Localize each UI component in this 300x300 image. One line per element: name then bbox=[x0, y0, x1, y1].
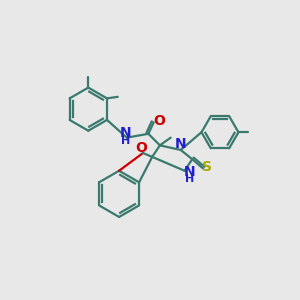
Text: H: H bbox=[184, 174, 194, 184]
Text: H: H bbox=[121, 136, 130, 146]
Text: O: O bbox=[153, 114, 165, 128]
Text: O: O bbox=[136, 141, 147, 155]
Text: S: S bbox=[202, 160, 212, 174]
Text: N: N bbox=[175, 137, 187, 151]
Text: N: N bbox=[183, 165, 195, 179]
Text: N: N bbox=[119, 126, 131, 140]
